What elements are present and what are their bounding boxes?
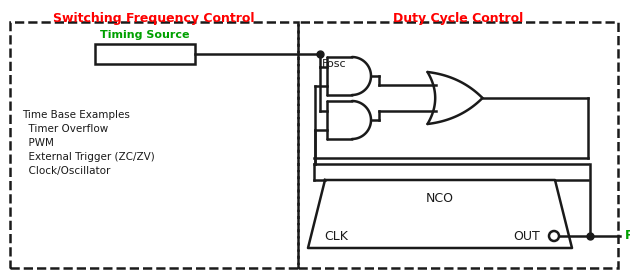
Text: Switching Frequency Control: Switching Frequency Control <box>54 12 255 25</box>
Bar <box>298 22 618 268</box>
Text: PWM: PWM <box>22 138 54 148</box>
Bar <box>95 44 195 64</box>
Text: Duty Cycle Control: Duty Cycle Control <box>393 12 523 25</box>
Text: CLK: CLK <box>324 230 348 242</box>
Text: Fosc: Fosc <box>322 59 346 69</box>
Bar <box>10 22 298 268</box>
Text: Timer Overflow: Timer Overflow <box>22 124 108 134</box>
Text: Clock/Oscillator: Clock/Oscillator <box>22 166 110 176</box>
Text: External Trigger (ZC/ZV): External Trigger (ZC/ZV) <box>22 152 155 162</box>
Text: PWM Output: PWM Output <box>625 230 630 242</box>
Text: OUT: OUT <box>513 230 541 242</box>
Text: Timing Source: Timing Source <box>100 30 190 40</box>
Text: Time Base Examples: Time Base Examples <box>22 110 130 120</box>
Text: NCO: NCO <box>426 191 454 205</box>
